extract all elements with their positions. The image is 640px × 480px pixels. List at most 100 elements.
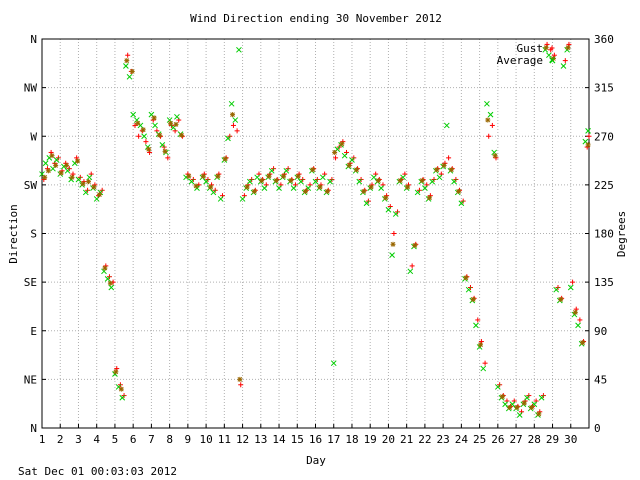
data-point [332,149,338,155]
data-point [53,162,59,168]
data-point [333,155,339,161]
data-point [538,394,545,401]
data-point [558,296,564,302]
data-point [276,185,282,191]
data-point [489,122,495,128]
data-point [143,139,149,145]
data-point [273,178,279,184]
data-point [124,58,130,64]
x-tick-label: 22 [418,433,431,446]
data-point [188,178,195,185]
y-right-tick-label: 90 [594,325,607,338]
data-point [96,192,102,198]
x-tick-label: 18 [345,433,358,446]
data-point [91,184,97,190]
data-point [426,195,432,201]
x-tick-label: 27 [509,433,522,446]
data-point [475,317,481,323]
y-left-tick-label: SW [24,179,38,192]
data-point [397,178,403,184]
data-point [465,286,472,293]
data-point [166,117,173,123]
data-point [451,178,457,185]
x-tick-label: 23 [437,433,450,446]
x-tick-label: 24 [455,433,469,446]
x-tick-label: 17 [327,433,340,446]
data-point [412,242,418,248]
data-point [330,360,337,367]
data-point [486,133,492,139]
data-point [443,122,450,129]
data-point [473,322,479,329]
data-point [585,142,591,148]
data-point [456,188,462,194]
data-point [119,394,126,401]
x-tick-label: 3 [75,433,82,446]
data-point [491,149,498,156]
x-tick-label: 19 [364,433,377,446]
data-point [409,263,415,269]
data-point [516,412,523,418]
data-point [484,100,490,107]
data-point [118,386,124,392]
y-right-tick-label: 315 [594,82,614,95]
data-point [327,178,333,185]
data-point [448,167,454,173]
data-point [446,155,452,161]
data-point [193,183,199,189]
data-point [283,167,290,174]
data-point [529,404,535,410]
y-axis-right-label: Degrees [615,211,628,257]
y-left-tick-label: SE [24,276,37,289]
data-point [565,45,571,51]
data-points [39,41,592,418]
data-point [141,133,147,140]
x-tick-label: 7 [148,433,155,446]
data-point [132,122,138,128]
data-point [324,188,330,194]
data-point [485,117,491,123]
data-point [236,46,242,53]
data-point [85,179,91,185]
x-tick-label: 10 [199,433,212,446]
data-point [49,153,55,159]
y-axis-left-label: Direction [7,204,20,264]
data-point [319,174,326,181]
data-point [42,160,49,167]
x-tick-label: 30 [564,433,577,446]
data-point [383,195,389,201]
data-point [238,382,244,388]
x-tick-label: 25 [473,433,486,446]
data-point [108,284,115,291]
data-point [295,173,301,179]
chart-title: Wind Direction ending 30 November 2012 [190,12,442,25]
data-point [174,113,180,120]
data-point [82,189,89,196]
data-point [222,156,228,162]
data-point [521,400,527,406]
data-point [392,211,399,217]
data-point [230,112,236,118]
x-tick-label: 15 [291,433,304,446]
x-tick-label: 1 [39,433,46,446]
data-point [482,360,488,366]
data-point [237,376,243,382]
data-point [390,241,396,247]
data-point [45,168,51,174]
data-point [159,142,166,148]
data-point [560,63,567,69]
data-point [494,384,501,390]
data-point [290,185,297,191]
data-point [130,111,137,118]
data-point [339,141,345,147]
legend-marker-average [549,57,555,63]
y-left-tick-label: E [30,325,37,338]
data-point [407,268,414,275]
data-point [361,188,367,194]
data-point [580,340,586,346]
x-tick-label: 12 [236,433,249,446]
data-point [203,178,209,185]
y-right-tick-label: 360 [594,33,614,46]
data-point [378,185,384,191]
data-point [268,167,275,174]
